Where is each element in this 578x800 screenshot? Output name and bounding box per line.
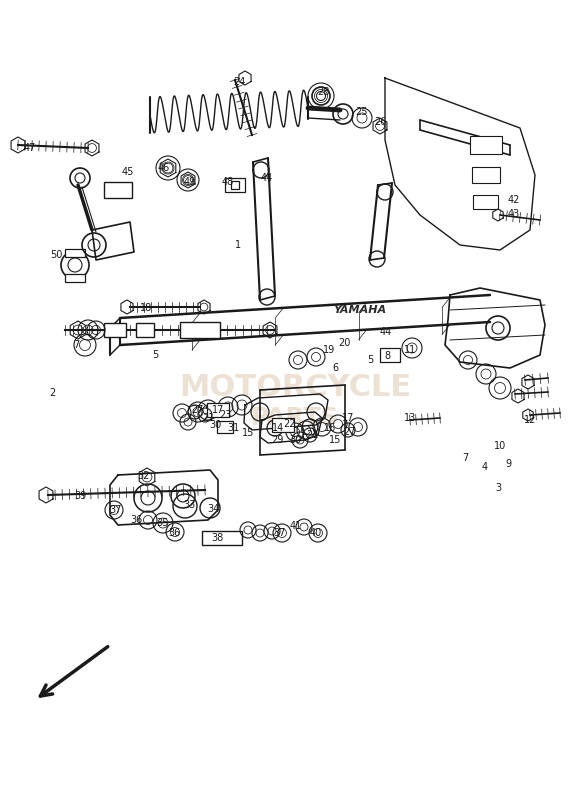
Text: 20: 20 [338,338,350,348]
Bar [65,274,85,282]
Bar [225,178,245,192]
Text: 44: 44 [261,173,273,183]
Bar [202,531,242,545]
Bar [380,348,400,362]
Bar [207,403,229,417]
Text: 38: 38 [211,533,223,543]
Text: 34: 34 [207,504,219,514]
Bar [231,181,239,189]
Text: 49: 49 [184,177,196,187]
Text: 35: 35 [157,518,169,528]
Text: 21: 21 [306,430,318,440]
Text: 31: 31 [227,423,239,433]
Text: 13: 13 [404,413,416,423]
Text: 16: 16 [324,423,336,433]
Text: 8: 8 [384,351,390,361]
Bar [473,195,498,209]
Bar [472,167,500,183]
Text: 2: 2 [49,388,55,398]
Bar [272,418,294,432]
Text: 7: 7 [462,453,468,463]
Text: 29: 29 [271,435,283,445]
Text: 47: 47 [24,143,36,153]
Bar [104,182,132,198]
Text: 6: 6 [332,363,338,373]
Text: 46: 46 [158,163,170,173]
Text: 17: 17 [342,413,354,423]
Text: 4: 4 [482,462,488,472]
Text: 19: 19 [323,345,335,355]
Bar [65,249,85,257]
Text: 26: 26 [374,117,386,127]
Text: 24: 24 [233,77,245,87]
Text: 28: 28 [317,87,329,97]
Text: 42: 42 [508,195,520,205]
Text: 15: 15 [329,435,341,445]
Text: 27: 27 [344,427,356,437]
Text: 12: 12 [524,415,536,425]
Text: 48: 48 [222,177,234,187]
Text: 1: 1 [235,240,241,250]
Text: 37: 37 [110,505,122,515]
Text: 30: 30 [289,435,301,445]
Text: 40: 40 [310,528,322,538]
Text: 25: 25 [355,107,368,117]
Text: 45: 45 [122,167,134,177]
Text: 50: 50 [50,250,62,260]
Text: 22: 22 [284,419,297,429]
Text: 17: 17 [212,405,224,415]
Text: 5: 5 [152,350,158,360]
Text: 3: 3 [495,483,501,493]
Text: MOTORCYCLE: MOTORCYCLE [179,374,411,402]
Text: 32: 32 [138,471,150,481]
Text: 39: 39 [74,491,86,501]
Text: PARTS: PARTS [251,406,339,430]
Text: 27: 27 [192,405,204,415]
Text: 18: 18 [140,303,152,313]
Text: 41: 41 [290,521,302,531]
Text: 23: 23 [219,410,231,420]
Text: 14: 14 [272,423,284,433]
Text: 36: 36 [130,515,142,525]
Bar [180,322,220,338]
Text: 5: 5 [367,355,373,365]
Text: 33: 33 [183,500,195,510]
Text: 11: 11 [404,345,416,355]
Bar [136,323,154,337]
Text: 44: 44 [380,327,392,337]
Text: 15: 15 [242,428,254,438]
Text: 43: 43 [508,209,520,219]
Bar [470,136,502,154]
Bar [217,421,233,433]
Text: 36: 36 [168,528,180,538]
Text: 37: 37 [274,528,286,538]
Text: YAMAHA: YAMAHA [334,305,387,315]
Text: 7: 7 [73,340,79,350]
Text: 30: 30 [209,420,221,430]
Text: 10: 10 [494,441,506,451]
Text: 9: 9 [505,459,511,469]
Bar [104,323,126,337]
Text: 21: 21 [202,413,214,423]
